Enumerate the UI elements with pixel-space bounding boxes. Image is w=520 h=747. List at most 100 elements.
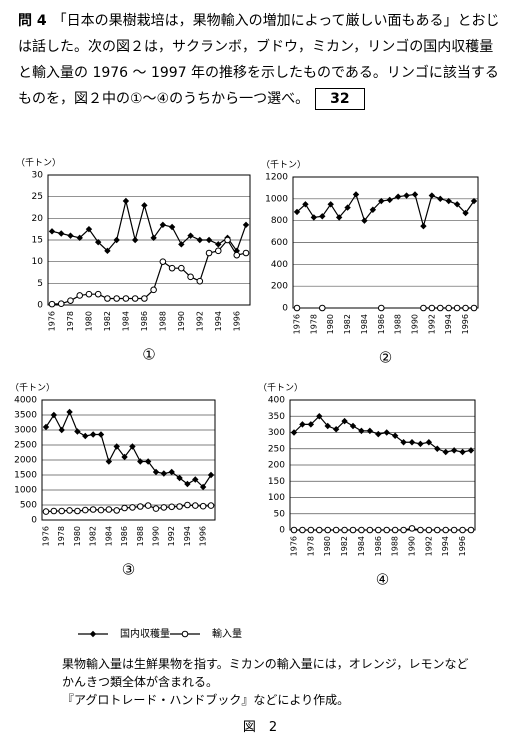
data-point bbox=[462, 209, 469, 217]
data-point bbox=[97, 506, 105, 514]
data-point bbox=[383, 429, 390, 436]
x-tick-label: 1976 bbox=[293, 314, 302, 334]
y-unit-label: （千トン） bbox=[258, 383, 303, 394]
y-tick-label: 25 bbox=[32, 192, 43, 202]
data-point bbox=[315, 526, 323, 534]
data-point bbox=[66, 408, 73, 416]
data-point bbox=[42, 508, 50, 515]
data-point bbox=[214, 247, 222, 255]
data-point bbox=[76, 234, 83, 242]
data-point bbox=[450, 447, 458, 454]
y-tick-label: 1200 bbox=[265, 173, 288, 183]
data-point bbox=[349, 526, 357, 534]
data-point bbox=[131, 236, 139, 244]
data-point bbox=[136, 503, 144, 510]
data-point bbox=[94, 238, 102, 246]
data-point bbox=[420, 222, 427, 230]
series-line bbox=[51, 238, 247, 305]
data-point bbox=[178, 241, 185, 248]
figure-label: 図 2 bbox=[242, 720, 278, 735]
x-tick-label: 1980 bbox=[323, 536, 332, 556]
legend-label: 輸入量 bbox=[212, 627, 242, 640]
data-point bbox=[196, 236, 204, 244]
data-point bbox=[144, 458, 152, 465]
data-point bbox=[434, 445, 441, 452]
data-point bbox=[316, 413, 323, 420]
data-point bbox=[437, 195, 444, 203]
data-point bbox=[141, 295, 148, 302]
y-tick-label: 20 bbox=[32, 214, 44, 224]
data-point bbox=[76, 292, 84, 299]
data-point bbox=[176, 474, 183, 482]
y-tick-label: 4000 bbox=[14, 396, 37, 406]
series-line bbox=[294, 527, 471, 531]
data-point bbox=[104, 295, 111, 302]
data-point bbox=[97, 431, 105, 438]
x-tick-label: 1992 bbox=[424, 536, 433, 556]
data-point bbox=[453, 304, 461, 312]
data-point bbox=[408, 439, 416, 446]
data-point bbox=[349, 422, 357, 430]
data-point bbox=[299, 526, 306, 534]
data-point bbox=[191, 502, 199, 509]
data-point bbox=[233, 247, 240, 255]
data-point bbox=[358, 427, 365, 435]
data-point bbox=[66, 507, 73, 514]
data-point bbox=[144, 502, 152, 509]
x-tick-label: 1978 bbox=[57, 526, 66, 546]
data-point bbox=[48, 300, 56, 308]
x-tick-label: 1996 bbox=[199, 526, 208, 546]
data-point bbox=[462, 304, 469, 312]
x-tick-label: 1978 bbox=[66, 311, 75, 331]
data-point bbox=[332, 426, 340, 433]
x-tick-label: 1990 bbox=[177, 311, 186, 331]
y-tick-label: 300 bbox=[268, 428, 285, 438]
data-point bbox=[178, 264, 185, 272]
y-tick-label: 150 bbox=[268, 477, 285, 487]
data-point bbox=[293, 208, 301, 216]
data-point bbox=[411, 191, 419, 198]
data-point bbox=[358, 526, 365, 534]
x-tick-label: 1980 bbox=[73, 526, 82, 546]
data-point bbox=[470, 197, 478, 205]
note: 『アグロトレード・ハンドブック』などにより作成。 bbox=[62, 693, 350, 707]
data-point bbox=[332, 526, 340, 534]
legend-marker bbox=[89, 630, 97, 638]
question-text: 「日本の果樹栽培は，果物輸入の増加によって厳しい面もある」とおじは話した。次の図… bbox=[18, 13, 500, 107]
x-tick-label: 1988 bbox=[394, 314, 403, 334]
data-point bbox=[445, 197, 452, 205]
data-point bbox=[366, 526, 374, 534]
data-point bbox=[425, 439, 433, 446]
data-point bbox=[344, 204, 351, 211]
data-point bbox=[207, 471, 215, 479]
x-tick-label: 1980 bbox=[84, 311, 93, 331]
x-tick-label: 1982 bbox=[340, 536, 349, 556]
x-tick-label: 1982 bbox=[343, 314, 352, 334]
y-tick-label: 3000 bbox=[14, 426, 37, 436]
x-tick-label: 1992 bbox=[427, 314, 436, 334]
data-point bbox=[470, 304, 478, 312]
data-point bbox=[205, 249, 213, 257]
data-point bbox=[242, 249, 250, 257]
data-point bbox=[85, 290, 93, 298]
data-point bbox=[121, 504, 128, 512]
data-point bbox=[57, 300, 65, 308]
data-point bbox=[94, 290, 102, 298]
x-tick-label: 1988 bbox=[136, 526, 145, 546]
data-point bbox=[85, 225, 93, 233]
data-point bbox=[150, 286, 157, 294]
data-point bbox=[459, 526, 466, 534]
series-line bbox=[45, 410, 212, 488]
y-tick-label: 250 bbox=[268, 444, 285, 454]
data-point bbox=[122, 197, 130, 205]
data-point bbox=[113, 236, 120, 244]
data-point bbox=[324, 526, 332, 534]
data-point bbox=[58, 230, 65, 237]
x-tick-label: 1994 bbox=[444, 314, 453, 334]
series-line bbox=[51, 200, 247, 253]
plot-frame bbox=[41, 399, 216, 521]
data-point bbox=[383, 526, 391, 534]
answer-box: 32 bbox=[315, 88, 365, 110]
y-tick-label: 800 bbox=[271, 216, 288, 226]
